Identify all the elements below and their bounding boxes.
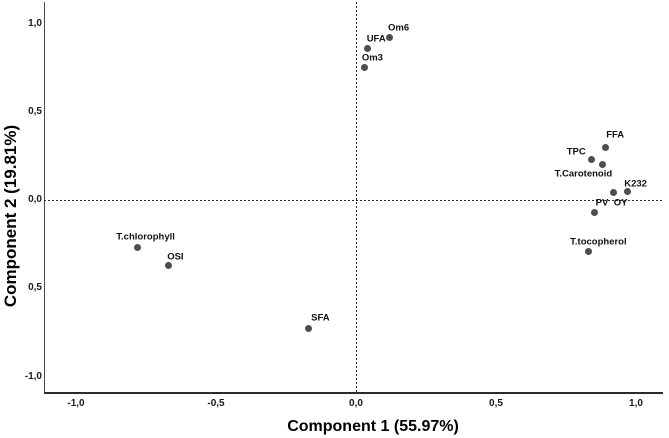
point-label-sfa: SFA [311, 312, 330, 324]
point-label-om6: Om6 [388, 22, 410, 34]
data-point-k232 [624, 187, 632, 195]
y-axis-title: Component 2 (19.81%) [1, 124, 20, 308]
x-axis-title: Component 1 (55.97%) [287, 418, 459, 435]
x-tick-label-0-5: 0,5 [489, 398, 503, 409]
y-tick-label-0-5-at-m0p5: 0,5 [28, 282, 42, 294]
y-tick-label-0-0-at-0: 0,0 [28, 194, 42, 205]
point-label-t-carotenoid: T.Carotenoid [554, 168, 613, 180]
y-tick-label-1-0-at-m1: -1,0 [24, 370, 42, 382]
point-label-om3: Om3 [361, 52, 383, 64]
point-label-ffa: FFA [606, 129, 625, 141]
data-point-pv [590, 208, 598, 216]
data-point-sfa [304, 325, 312, 333]
data-point-t-carotenoid [598, 161, 606, 169]
point-label-t-tocopherol: T.tocopherol [570, 236, 627, 248]
x-tick-label-1-0: 1,0 [629, 398, 643, 409]
y-tick-label-1-0-at-1: 1,0 [28, 17, 42, 29]
data-point-om6 [386, 34, 394, 42]
zero-horizontal-reference-line [44, 199, 663, 201]
data-point-t-chlorophyll [134, 244, 142, 252]
point-label-tpc: TPC [566, 146, 586, 158]
data-point-osi [164, 261, 172, 269]
point-label-osi: OSI [167, 251, 184, 263]
y-tick-label-0-5-at-0p5: 0,5 [28, 105, 42, 117]
point-label-oy: OY [613, 197, 628, 209]
point-label-pv: PV [595, 197, 609, 209]
data-point-tpc [587, 155, 595, 163]
point-label-ufa: UFA [366, 33, 386, 45]
x-tick-label-1-0: -1,0 [67, 398, 85, 409]
data-point-om3 [360, 64, 368, 72]
x-tick-label-0-5: -0,5 [207, 398, 225, 409]
x-tick-label-0-0: 0,0 [349, 398, 363, 409]
data-point-ffa [601, 143, 609, 151]
plot-area [44, 2, 663, 394]
data-point-t-tocopherol [584, 247, 592, 255]
point-label-t-chlorophyll: T.chlorophyll [116, 231, 175, 243]
zero-vertical-reference-line [356, 2, 357, 394]
data-point-oy [610, 189, 618, 197]
point-label-k232: K232 [624, 178, 647, 190]
data-point-ufa [363, 44, 371, 52]
